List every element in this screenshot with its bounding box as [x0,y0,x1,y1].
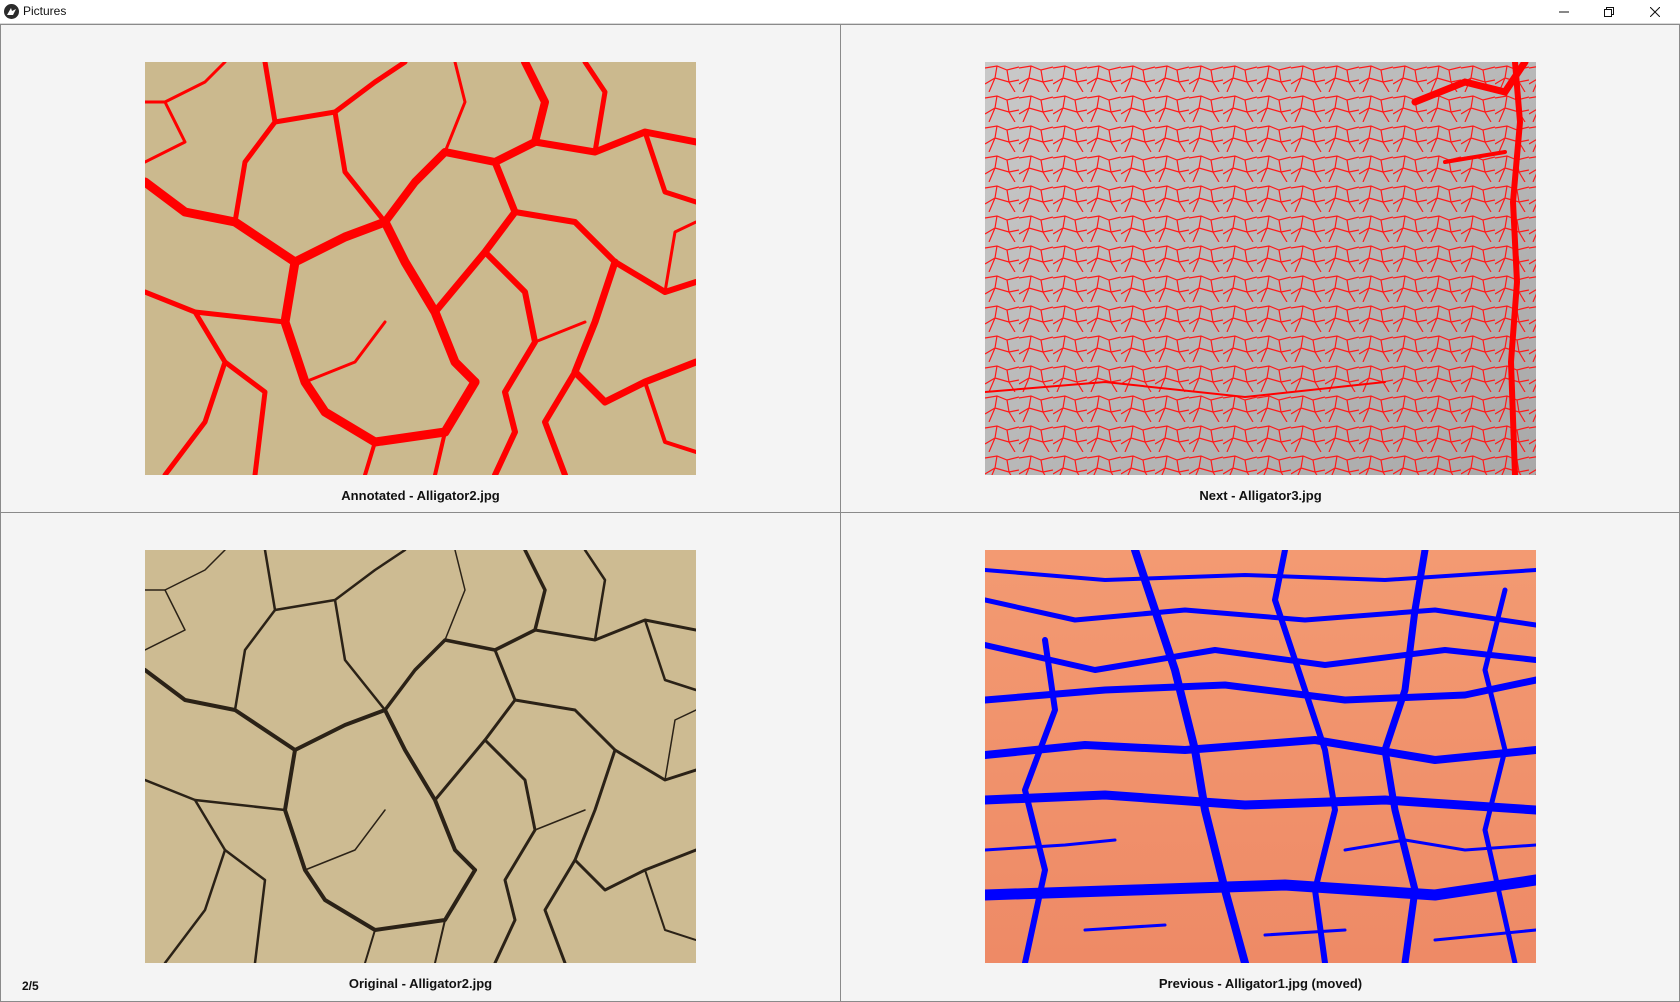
cracked-clay-blue-annotation [985,550,1536,963]
panel-caption: Next - Alligator3.jpg [1199,488,1322,503]
cracked-concrete-red-annotation [985,62,1536,475]
window-title: Pictures [23,4,67,18]
title-bar: Pictures [0,0,1680,24]
original-image[interactable] [145,550,696,963]
cracked-mud-red-annotation [145,62,696,475]
annotated-panel[interactable]: Annotated - Alligator2.jpg [1,25,840,513]
close-button[interactable] [1632,0,1678,23]
page-counter: 2/5 [22,979,39,993]
panel-caption: Annotated - Alligator2.jpg [341,488,500,503]
next-panel[interactable]: Next - Alligator3.jpg [841,25,1680,513]
close-icon [1650,6,1660,17]
kivy-icon [4,4,19,19]
panel-caption: Original - Alligator2.jpg [348,976,493,991]
previous-panel[interactable]: Previous - Alligator1.jpg (moved) [841,513,1680,1001]
previous-image[interactable] [985,550,1536,963]
cracked-mud-original [145,550,696,963]
vertical-divider [840,24,841,1002]
minimize-icon [1559,11,1569,12]
restore-button[interactable] [1586,0,1632,23]
annotated-image[interactable] [145,62,696,475]
horizontal-divider [0,512,1680,513]
panel-caption: Previous - Alligator1.jpg (moved) [1158,976,1363,991]
next-image[interactable] [985,62,1536,475]
original-panel[interactable]: Original - Alligator2.jpg [1,513,840,1001]
minimize-button[interactable] [1541,0,1587,23]
restore-icon [1604,6,1614,17]
